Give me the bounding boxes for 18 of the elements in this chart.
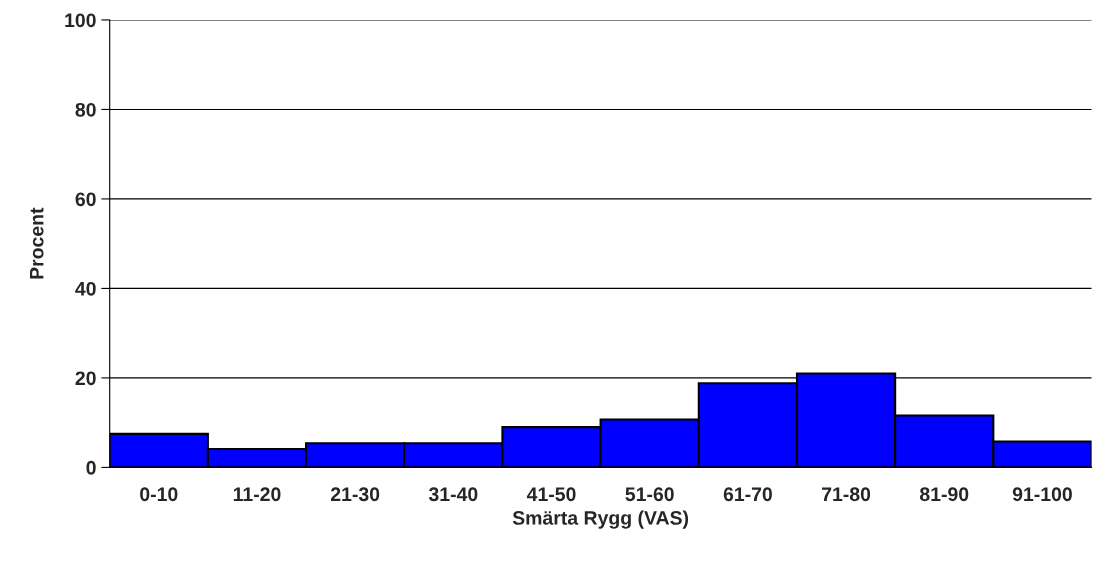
x-tick-label: 81-90	[920, 487, 969, 502]
x-tick-label: 41-50	[526, 487, 576, 502]
y-tick-label: 100	[65, 13, 96, 28]
y-tick-label: 0	[86, 460, 96, 475]
x-axis-title: Smärta Rygg (VAS)	[512, 510, 689, 529]
x-tick-label: 11-20	[233, 487, 281, 502]
y-axis-title: Procent	[29, 207, 44, 279]
x-tick-label: 21-30	[330, 487, 380, 502]
y-tick-label: 20	[75, 371, 96, 386]
x-tick-label: 61-70	[723, 487, 772, 502]
x-tick-label: 31-40	[428, 487, 478, 502]
y-tick-label: 80	[75, 102, 96, 117]
x-tick-label: 0-10	[140, 487, 178, 502]
x-tick-label: 91-100	[1012, 487, 1072, 502]
x-tick-label: 51-60	[625, 487, 674, 502]
y-tick-label: 60	[75, 192, 96, 207]
y-tick-label: 40	[75, 281, 96, 296]
x-tick-label: 71-80	[822, 487, 871, 502]
